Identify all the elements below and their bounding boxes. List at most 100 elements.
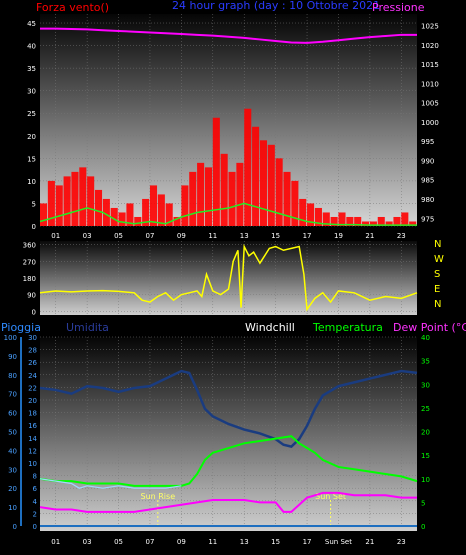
direction-panel-bg: [40, 241, 417, 315]
humidity-tick-label: 30: [28, 334, 37, 342]
y-tick-label: 10: [27, 178, 36, 186]
y-tick-label-right: 1020: [421, 42, 439, 50]
y-tick-label: 270: [23, 258, 36, 266]
rain-tick-label: 0: [13, 523, 17, 531]
x-tick-label: Sun Set: [325, 538, 352, 546]
temperature-tick-label: 35: [421, 358, 430, 366]
wind-gust-bar: [393, 216, 401, 226]
wind-gust-bar: [71, 171, 79, 226]
wind-gust-bar: [314, 207, 322, 226]
x-tick-label: 13: [240, 538, 249, 546]
temp-panel-bg: [40, 337, 417, 531]
y-tick-label: 45: [27, 20, 36, 28]
y-tick-label: 40: [27, 43, 36, 51]
y-tick-label-right: 995: [421, 138, 434, 146]
compass-label: N: [434, 239, 441, 250]
y-tick-label-right: 1010: [421, 80, 439, 88]
wind-gust-bar: [299, 198, 307, 226]
x-tick-label: 23: [397, 538, 406, 546]
humidity-tick-label: 22: [28, 384, 37, 392]
wind-gust-bar: [236, 162, 244, 226]
rain-tick-label: 20: [8, 485, 17, 493]
y-tick-label: 35: [27, 65, 36, 73]
rain-tick-label: 60: [8, 410, 17, 418]
wind-gust-bar: [252, 126, 260, 226]
x-tick-label: 11: [208, 538, 217, 546]
wind-gust-bar: [322, 212, 330, 226]
x-tick-label: 07: [145, 538, 154, 546]
y-tick-label: 20: [27, 133, 36, 141]
humidity-tick-label: 18: [28, 410, 37, 418]
x-tick-label: 05: [114, 232, 123, 240]
wind-gust-bar: [181, 185, 189, 226]
wind-gust-bar: [354, 216, 362, 226]
wind-gust-bar: [228, 171, 236, 226]
x-tick-label: 15: [271, 538, 280, 546]
x-tick-label: 13: [240, 232, 249, 240]
wind-gust-bar: [267, 144, 275, 226]
sun-marker-label: Sun Rise: [140, 492, 175, 501]
y-tick-label-right: 1005: [421, 100, 439, 108]
y-tick-label: 15: [27, 155, 36, 163]
wind-gust-bar: [87, 176, 95, 226]
wind-gust-bar: [102, 198, 110, 226]
y-tick-label-right: 990: [421, 157, 434, 165]
wind-gust-bar: [409, 221, 417, 226]
humidity-tick-label: 14: [28, 435, 37, 443]
wind-gust-bar: [369, 221, 377, 226]
x-tick-label: 23: [397, 232, 406, 240]
wind-gust-bar: [149, 185, 158, 226]
wind-gust-bar: [307, 203, 315, 226]
temperature-tick-label: 15: [421, 452, 430, 460]
humidity-tick-label: 24: [28, 372, 37, 380]
rain-tick-label: 40: [8, 447, 17, 455]
wind-gust-bar: [126, 203, 134, 226]
x-tick-label: 11: [208, 232, 217, 240]
humidity-tick-label: 26: [28, 359, 37, 367]
wind-gust-bar: [338, 212, 346, 226]
wind-gust-bar: [157, 194, 165, 226]
wind-gust-bar: [204, 167, 213, 226]
temperature-tick-label: 10: [421, 476, 430, 484]
compass-label: N: [434, 299, 441, 310]
temperature-tick-label: 5: [421, 499, 425, 507]
wind-gust-bar: [118, 212, 126, 226]
chart-title: 24 hour graph (day : 10 Ottobre 2021: [172, 0, 380, 12]
x-tick-label: 03: [83, 538, 92, 546]
x-tick-label: 01: [51, 232, 60, 240]
y-tick-label-right: 1000: [421, 119, 439, 127]
wind-gust-bar: [134, 216, 142, 226]
wind-gust-bar: [330, 216, 338, 226]
compass-label: S: [434, 269, 440, 280]
temperature-label: Temperatura: [312, 321, 383, 334]
wind-gust-bar: [385, 221, 393, 226]
temperature-tick-label: 20: [421, 429, 430, 437]
wind-gust-bar: [283, 171, 291, 226]
x-tick-label: 19: [334, 232, 343, 240]
y-tick-label: 180: [23, 275, 36, 283]
windchill-line: [39, 478, 182, 489]
wind-gust-bar: [197, 162, 205, 226]
humidity-tick-label: 2: [33, 510, 37, 518]
x-tick-label: 07: [145, 232, 154, 240]
temperature-tick-label: 25: [421, 405, 430, 413]
wind-gust-bar: [110, 207, 118, 226]
dewpoint-line: [39, 491, 417, 513]
rain-tick-label: 30: [8, 466, 17, 474]
y-tick-label-right: 1015: [421, 61, 439, 69]
wind-gust-bar: [165, 203, 173, 226]
humidity-tick-label: 8: [33, 473, 37, 481]
x-tick-label: 05: [114, 538, 123, 546]
rain-tick-label: 100: [4, 334, 17, 342]
humidity-tick-label: 10: [28, 460, 37, 468]
x-tick-label: 09: [177, 232, 186, 240]
rain-label: Pioggia: [1, 321, 41, 334]
windchill-label: Windchill: [245, 321, 295, 334]
wind-gust-bar: [212, 117, 220, 226]
y-tick-label-right: 975: [421, 215, 434, 223]
humidity-tick-label: 20: [28, 397, 37, 405]
y-tick-label: 90: [27, 292, 36, 300]
wind-gust-bar: [63, 176, 71, 226]
wind-gust-bar: [259, 140, 267, 226]
